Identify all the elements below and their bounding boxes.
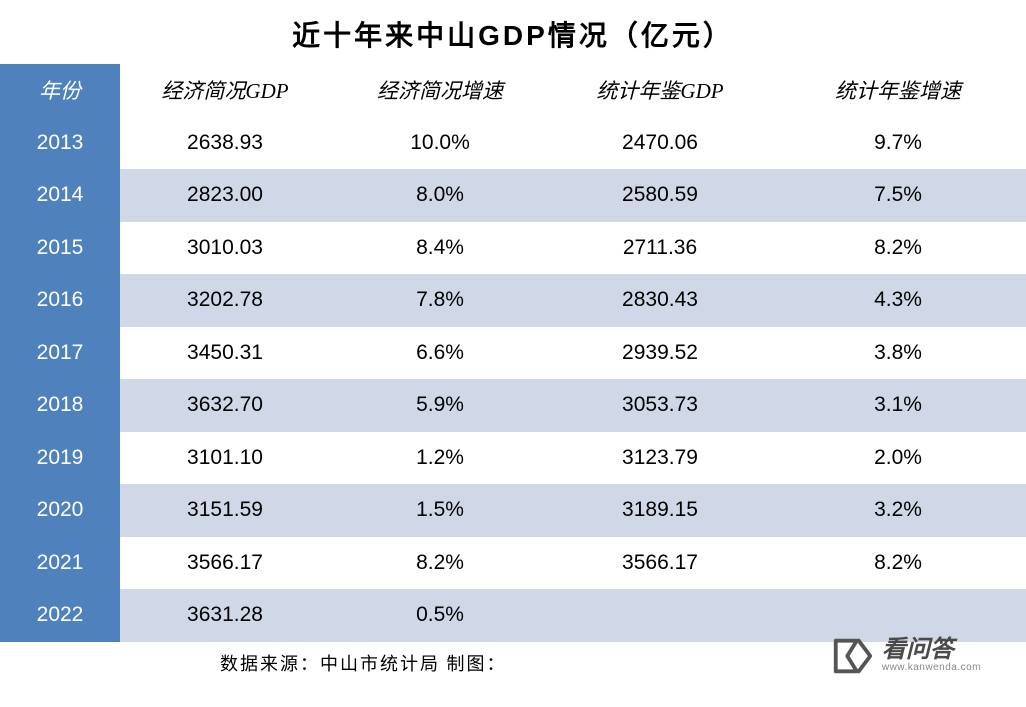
col-header-econ-gdp: 经济简况GDP: [120, 64, 330, 117]
cell-year: 2021: [0, 537, 120, 590]
cell-econ-gdp: 3101.10: [120, 432, 330, 485]
cell-year: 2013: [0, 117, 120, 170]
cell-econ-growth: 0.5%: [330, 589, 550, 642]
cell-econ-growth: 5.9%: [330, 379, 550, 432]
table-container: 近十年来中山GDP情况（亿元） 年份 经济简况GDP 经济简况增速 统计年鉴GD…: [0, 0, 1026, 707]
watermark-logo-icon: [830, 633, 876, 679]
table-row: 2014 2823.00 8.0% 2580.59 7.5%: [0, 169, 1026, 222]
cell-econ-gdp: 2823.00: [120, 169, 330, 222]
table-row: 2016 3202.78 7.8% 2830.43 4.3%: [0, 274, 1026, 327]
cell-econ-gdp: 3632.70: [120, 379, 330, 432]
cell-year-gdp: 3566.17: [550, 537, 770, 590]
table-row: 2019 3101.10 1.2% 3123.79 2.0%: [0, 432, 1026, 485]
cell-econ-growth: 8.0%: [330, 169, 550, 222]
col-header-year-growth: 统计年鉴增速: [770, 64, 1026, 117]
header-row: 年份 经济简况GDP 经济简况增速 统计年鉴GDP 统计年鉴增速: [0, 64, 1026, 117]
cell-year: 2016: [0, 274, 120, 327]
cell-year-gdp: 2711.36: [550, 222, 770, 275]
table-body: 2013 2638.93 10.0% 2470.06 9.7% 2014 282…: [0, 117, 1026, 642]
cell-econ-growth: 8.4%: [330, 222, 550, 275]
table-row: 2018 3632.70 5.9% 3053.73 3.1%: [0, 379, 1026, 432]
cell-year: 2022: [0, 589, 120, 642]
cell-year-gdp: 2830.43: [550, 274, 770, 327]
table-row: 2013 2638.93 10.0% 2470.06 9.7%: [0, 117, 1026, 170]
cell-econ-growth: 7.8%: [330, 274, 550, 327]
gdp-table: 年份 经济简况GDP 经济简况增速 统计年鉴GDP 统计年鉴增速 2013 26…: [0, 64, 1026, 642]
cell-year: 2017: [0, 327, 120, 380]
table-row: 2021 3566.17 8.2% 3566.17 8.2%: [0, 537, 1026, 590]
cell-econ-growth: 8.2%: [330, 537, 550, 590]
cell-econ-growth: 6.6%: [330, 327, 550, 380]
cell-year-growth: 9.7%: [770, 117, 1026, 170]
watermark-text-en: www.kanwenda.com: [882, 662, 981, 674]
col-header-year-gdp: 统计年鉴GDP: [550, 64, 770, 117]
cell-econ-gdp: 3450.31: [120, 327, 330, 380]
cell-year-growth: 3.1%: [770, 379, 1026, 432]
col-header-year: 年份: [0, 64, 120, 117]
cell-year-growth: 4.3%: [770, 274, 1026, 327]
cell-econ-gdp: 3010.03: [120, 222, 330, 275]
cell-year-growth: 2.0%: [770, 432, 1026, 485]
cell-year: 2018: [0, 379, 120, 432]
cell-year-growth: 8.2%: [770, 222, 1026, 275]
cell-year: 2019: [0, 432, 120, 485]
cell-year-growth: 3.2%: [770, 484, 1026, 537]
table-row: 2015 3010.03 8.4% 2711.36 8.2%: [0, 222, 1026, 275]
cell-econ-growth: 10.0%: [330, 117, 550, 170]
cell-year-gdp: 3189.15: [550, 484, 770, 537]
cell-year-gdp: 3123.79: [550, 432, 770, 485]
cell-econ-gdp: 2638.93: [120, 117, 330, 170]
cell-year-gdp: 2470.06: [550, 117, 770, 170]
cell-econ-gdp: 3202.78: [120, 274, 330, 327]
cell-year: 2020: [0, 484, 120, 537]
cell-econ-gdp: 3631.28: [120, 589, 330, 642]
watermark: 看问答 www.kanwenda.com: [830, 633, 981, 679]
cell-year-gdp: 2939.52: [550, 327, 770, 380]
cell-year-gdp: [550, 589, 770, 642]
cell-year-gdp: 3053.73: [550, 379, 770, 432]
cell-year-gdp: 2580.59: [550, 169, 770, 222]
cell-econ-growth: 1.2%: [330, 432, 550, 485]
cell-year-growth: 7.5%: [770, 169, 1026, 222]
cell-year: 2015: [0, 222, 120, 275]
cell-year-growth: 8.2%: [770, 537, 1026, 590]
page-title: 近十年来中山GDP情况（亿元）: [0, 0, 1026, 64]
cell-year-growth: 3.8%: [770, 327, 1026, 380]
cell-econ-gdp: 3566.17: [120, 537, 330, 590]
cell-econ-growth: 1.5%: [330, 484, 550, 537]
col-header-econ-growth: 经济简况增速: [330, 64, 550, 117]
table-row: 2020 3151.59 1.5% 3189.15 3.2%: [0, 484, 1026, 537]
watermark-text-cn: 看问答: [882, 638, 981, 662]
cell-year: 2014: [0, 169, 120, 222]
table-row: 2017 3450.31 6.6% 2939.52 3.8%: [0, 327, 1026, 380]
cell-econ-gdp: 3151.59: [120, 484, 330, 537]
